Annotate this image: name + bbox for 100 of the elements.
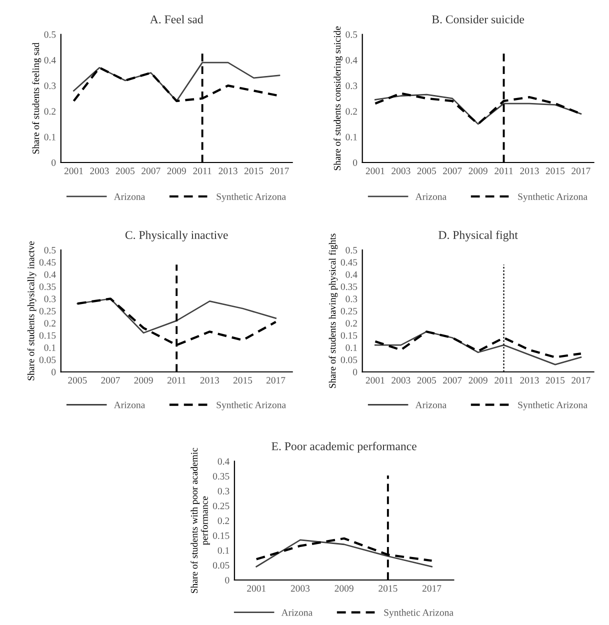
x-tick-label: 2009 xyxy=(334,585,354,592)
y-tick-label: 0 xyxy=(52,368,56,376)
legend-label: Synthetic Arizona xyxy=(518,193,588,202)
x-tick-label: 2007 xyxy=(443,168,462,174)
y-axis-title: Share of students physically inactve xyxy=(27,241,36,380)
y-tick-label: 0.2 xyxy=(346,320,357,327)
y-tick-label: 0.4 xyxy=(346,271,358,278)
legend-label: Synthetic Arizona xyxy=(518,401,588,410)
legend-label: Synthetic Arizona xyxy=(216,193,286,202)
x-tick-label: 2007 xyxy=(101,377,120,384)
x-tick-label: 2009 xyxy=(167,168,186,174)
y-tick-label: 0.15 xyxy=(340,332,358,339)
x-tick-label: 2017 xyxy=(572,377,590,384)
x-tick-label: 2015 xyxy=(378,585,398,592)
y-tick-label: 0.5 xyxy=(44,246,56,254)
legend-label: Synthetic Arizona xyxy=(216,401,286,410)
x-tick-label: 2017 xyxy=(422,585,442,592)
chart-title: B. Consider suicide xyxy=(432,15,524,24)
y-tick-label: 0.45 xyxy=(39,259,56,266)
x-tick-label: 2009 xyxy=(468,377,488,384)
x-tick-label: 2015 xyxy=(244,168,264,174)
y-axis-title: Share of students with poor academic performance xyxy=(190,448,210,594)
y-tick-label: 0 xyxy=(353,159,358,166)
y-tick-label: 0.25 xyxy=(340,308,358,314)
legend-label: Arizona xyxy=(114,402,146,408)
y-axis-title: Share of students having physical fights xyxy=(328,234,338,388)
legend-label: Arizona xyxy=(415,402,446,408)
y-tick-label: 0.4 xyxy=(346,56,358,64)
x-tick-label: 2007 xyxy=(142,168,160,174)
x-tick-label: 2003 xyxy=(392,168,410,174)
y-tick-label: 0.1 xyxy=(44,344,56,352)
y-tick-label: 0.3 xyxy=(346,296,358,302)
x-tick-label: 2003 xyxy=(392,377,410,384)
y-tick-label: 0.35 xyxy=(340,283,358,290)
y-tick-label: 0.15 xyxy=(212,532,230,539)
line-series xyxy=(76,298,276,334)
y-tick-label: 0.2 xyxy=(346,108,357,115)
legend-label: Arizona xyxy=(415,193,446,200)
x-tick-label: 2017 xyxy=(572,168,590,174)
y-tick-label: 0.5 xyxy=(346,246,358,254)
x-tick-label: 2009 xyxy=(134,377,153,384)
y-tick-label: 0.25 xyxy=(39,308,56,314)
x-tick-label: 2007 xyxy=(443,377,462,384)
y-tick-label: 0.05 xyxy=(39,356,56,364)
x-tick-label: 2005 xyxy=(417,377,436,384)
chart-title: E. Poor academic performance xyxy=(272,442,416,453)
y-tick-label: 0 xyxy=(52,159,56,166)
legend-label: Arizona xyxy=(114,193,146,200)
chart-title: A. Feel sad xyxy=(150,15,204,24)
x-tick-label: 2013 xyxy=(520,168,539,174)
x-tick-label: 2011 xyxy=(193,168,212,174)
y-tick-label: 0.4 xyxy=(218,458,230,465)
y-tick-label: 0.4 xyxy=(44,271,56,278)
x-tick-label: 2005 xyxy=(68,377,87,384)
y-tick-label: 0.2 xyxy=(44,108,56,115)
y-tick-label: 0.3 xyxy=(218,488,230,494)
y-tick-label: 0.1 xyxy=(346,134,357,140)
x-tick-label: 2005 xyxy=(116,168,135,174)
x-tick-label: 2011 xyxy=(494,377,513,384)
y-tick-label: 0 xyxy=(225,576,230,584)
y-axis-title: Share of students feeling sad xyxy=(32,42,42,154)
y-tick-label: 0.1 xyxy=(346,344,357,352)
x-tick-label: 2015 xyxy=(546,377,565,384)
y-tick-label: 0.5 xyxy=(44,31,56,38)
y-tick-label: 0.35 xyxy=(212,473,230,480)
legend-label: Arizona xyxy=(281,609,312,616)
chart-title: C. Physically inactive xyxy=(125,230,228,242)
x-tick-label: 2001 xyxy=(366,377,384,384)
y-tick-label: 0 xyxy=(353,368,358,376)
x-tick-label: 2001 xyxy=(247,585,266,592)
x-tick-label: 2013 xyxy=(200,377,220,384)
x-tick-label: 2017 xyxy=(266,377,286,384)
y-tick-label: 0.05 xyxy=(212,562,230,569)
y-tick-label: 0.1 xyxy=(44,134,56,140)
x-tick-label: 2001 xyxy=(64,168,83,174)
x-tick-label: 2017 xyxy=(270,168,289,174)
y-tick-label: 0.05 xyxy=(340,356,358,364)
y-tick-label: 0.15 xyxy=(39,332,56,339)
x-tick-label: 2015 xyxy=(233,377,252,384)
y-tick-label: 0.5 xyxy=(346,31,358,38)
x-tick-label: 2009 xyxy=(468,168,488,174)
x-tick-label: 2003 xyxy=(90,168,109,174)
x-tick-label: 2013 xyxy=(520,377,539,384)
x-tick-label: 2011 xyxy=(494,168,513,174)
x-tick-label: 2003 xyxy=(290,585,310,592)
y-axis-title: Share of students considering suicide xyxy=(334,26,343,170)
x-tick-label: 2001 xyxy=(366,168,384,174)
y-tick-label: 0.3 xyxy=(44,296,56,302)
y-tick-label: 0.3 xyxy=(346,82,358,90)
y-tick-label: 0.2 xyxy=(44,320,56,327)
x-tick-label: 2013 xyxy=(218,168,238,174)
legend-label: Synthetic Arizona xyxy=(384,608,454,618)
line-series xyxy=(256,539,432,568)
y-tick-label: 0.45 xyxy=(340,259,358,266)
chart-title: D. Physical fight xyxy=(438,230,518,242)
y-tick-label: 0.2 xyxy=(218,518,230,524)
y-tick-label: 0.1 xyxy=(218,547,230,554)
line-series xyxy=(374,330,582,366)
x-tick-label: 2015 xyxy=(546,168,565,174)
y-tick-label: 0.35 xyxy=(39,283,56,290)
